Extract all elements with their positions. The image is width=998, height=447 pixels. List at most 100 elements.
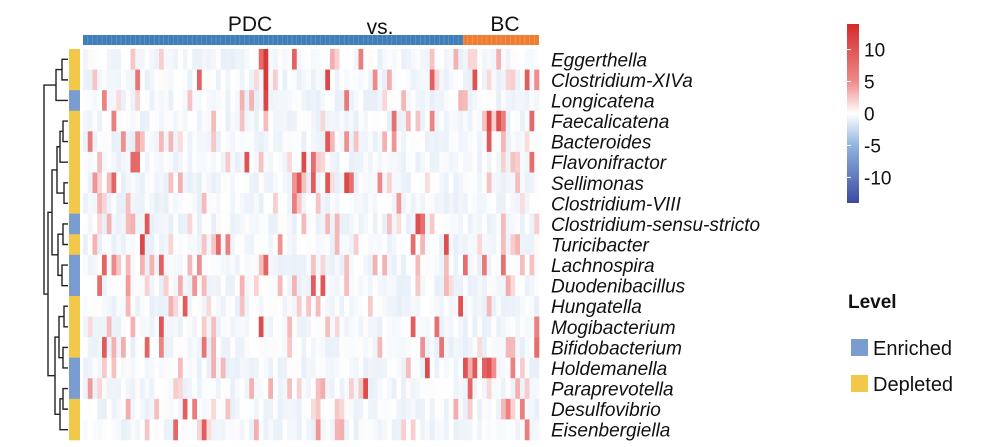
heatmap-cell [258, 172, 264, 194]
heatmap-cell [97, 419, 103, 441]
heatmap-cell [486, 275, 492, 297]
heatmap-cell [97, 316, 103, 338]
heatmap-cell [111, 337, 117, 358]
heatmap-cell [216, 254, 222, 276]
heatmap-cell [277, 337, 283, 358]
heatmap-cell [425, 151, 431, 173]
heatmap-cell [239, 398, 245, 420]
heatmap-cell [334, 254, 340, 276]
heatmap-cell [534, 193, 540, 214]
heatmap-cell [263, 378, 269, 400]
heatmap-cell [277, 295, 283, 317]
heatmap-cell [491, 69, 497, 91]
heatmap-cell [510, 151, 516, 173]
heatmap-cell [529, 193, 535, 214]
heatmap-cell [415, 69, 421, 91]
heatmap-cell [524, 193, 530, 214]
heatmap-cell [83, 378, 89, 400]
heatmap-cell [520, 90, 526, 112]
heatmap-cell [425, 378, 431, 400]
heatmap-cell [534, 151, 540, 173]
heatmap-cell [249, 295, 255, 317]
heatmap-cell [220, 378, 226, 400]
heatmap-cell [216, 398, 222, 420]
heatmap-cell [306, 295, 312, 317]
heatmap-cell [130, 275, 136, 297]
heatmap-cell [387, 316, 393, 338]
heatmap-cell [486, 193, 492, 214]
heatmap-cell [501, 234, 507, 256]
heatmap-cell [420, 357, 426, 379]
heatmap-cell [263, 357, 269, 379]
heatmap-cell [154, 254, 160, 276]
heatmap-cell [282, 172, 288, 194]
heatmap-cell [311, 378, 317, 400]
heatmap-cell [178, 419, 184, 441]
heatmap-cell [83, 172, 89, 194]
heatmap-cell [125, 151, 131, 173]
heatmap-cell [363, 49, 369, 70]
heatmap-cell [182, 316, 188, 338]
heatmap-cell [144, 49, 150, 70]
heatmap-cell [482, 275, 488, 297]
heatmap-cell [197, 151, 203, 173]
heatmap-cell [111, 110, 117, 132]
dendrogram-link [63, 182, 68, 205]
heatmap-cell [453, 295, 459, 317]
heatmap-cell [301, 131, 307, 153]
heatmap-cell [159, 172, 165, 194]
heatmap-cell [434, 131, 440, 153]
heatmap-cell [249, 90, 255, 112]
heatmap-cell [491, 110, 497, 132]
heatmap-cell [486, 234, 492, 256]
heatmap-cell [121, 49, 127, 70]
heatmap-cell [168, 213, 174, 235]
heatmap-cell [235, 131, 241, 153]
row-label: Longicatena [551, 91, 655, 112]
heatmap-cell [467, 193, 473, 214]
heatmap-cell [529, 49, 535, 70]
heatmap-cell [315, 110, 321, 132]
heatmap-cell [396, 357, 402, 379]
heatmap-cell [320, 90, 326, 112]
heatmap-cell [102, 254, 108, 276]
heatmap-cell [382, 234, 388, 256]
heatmap-cell [211, 337, 217, 358]
heatmap-cell [306, 398, 312, 420]
heatmap-cell [235, 69, 241, 91]
heatmap-cell [201, 110, 207, 132]
heatmap-cell [396, 110, 402, 132]
heatmap-cell [187, 69, 193, 91]
heatmap-cell [501, 254, 507, 276]
heatmap-cell [140, 193, 146, 214]
heatmap-cell [235, 254, 241, 276]
heatmap-cell [453, 419, 459, 441]
heatmap-cell [144, 90, 150, 112]
heatmap-cell [249, 193, 255, 214]
heatmap-cell [296, 172, 302, 194]
heatmap-cell [320, 110, 326, 132]
heatmap-cell [249, 151, 255, 173]
heatmap-cell [306, 69, 312, 91]
heatmap-cell [482, 172, 488, 194]
heatmap-cell [482, 234, 488, 256]
heatmap-cell [201, 193, 207, 214]
heatmap-cell [491, 49, 497, 70]
heatmap-cell [410, 69, 416, 91]
heatmap-cell [439, 193, 445, 214]
heatmap-cell [401, 131, 407, 153]
heatmap-cell [372, 151, 378, 173]
heatmap-cell [415, 151, 421, 173]
heatmap-cell [524, 151, 530, 173]
heatmap-cell [349, 398, 355, 420]
heatmap-cell [168, 419, 174, 441]
heatmap-cell [125, 316, 131, 338]
heatmap-cell [83, 110, 89, 132]
heatmap-cell [520, 398, 526, 420]
heatmap-cell [429, 378, 435, 400]
heatmap-cell [425, 357, 431, 379]
heatmap-cell [206, 295, 212, 317]
heatmap-cell [387, 131, 393, 153]
heatmap-cell [353, 316, 359, 338]
